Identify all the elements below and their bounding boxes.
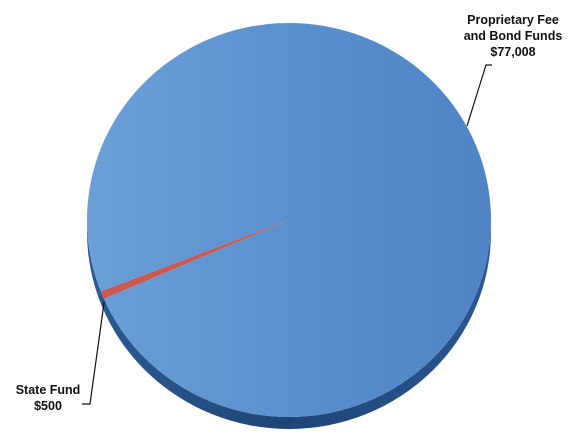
slice-value: $77,008 (490, 45, 536, 59)
leader-line-state-fund (82, 301, 105, 405)
slice-label-proprietary-fee-and-bond-funds: Proprietary Fee and Bond Funds $77,008 (438, 12, 586, 60)
pie-slice-proprietary-fee-and-bond-funds (87, 23, 492, 418)
slice-label-line-2: and Bond Funds (463, 29, 563, 43)
pie-slice-state-fund (100, 220, 289, 299)
leader-line-proprietary-fee-and-bond-funds (466, 64, 492, 127)
slice-label-state-fund: State Fund $500 (8, 382, 88, 414)
slice-label-line-1: Proprietary Fee (467, 13, 559, 27)
slice-value: $500 (34, 399, 62, 413)
slice-label-line-1: State Fund (15, 383, 81, 397)
